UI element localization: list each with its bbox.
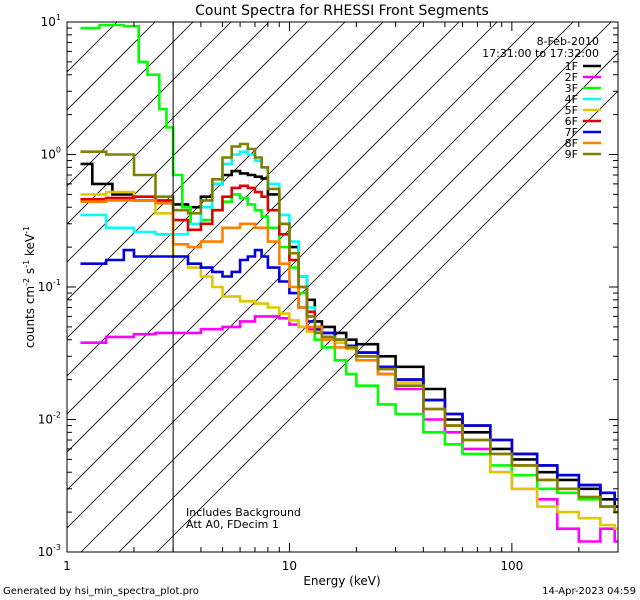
x-axis-ticks: 1 10 100 bbox=[63, 22, 619, 573]
series-9f bbox=[80, 142, 618, 514]
y-tick-label: 10-3 bbox=[38, 543, 61, 559]
hatch-line bbox=[80, 22, 612, 552]
legend-label-8f: 8F bbox=[565, 137, 578, 150]
hatch-line bbox=[67, 22, 536, 491]
hatch-line bbox=[67, 22, 346, 301]
hatch-line bbox=[67, 22, 308, 263]
series-3f bbox=[80, 23, 618, 514]
y-axis-label: counts cm-2 s-1 keV-1 bbox=[22, 226, 37, 348]
chart-title: Count Spectra for RHESSI Front Segments bbox=[195, 3, 489, 19]
y-tick-label: 10-1 bbox=[38, 278, 61, 294]
legend-label-7f: 7F bbox=[565, 126, 578, 139]
legend-date: 8-Feb-2010 bbox=[537, 35, 599, 48]
x-tick-label: 100 bbox=[500, 559, 523, 573]
hatch-line bbox=[118, 52, 618, 552]
legend: 8-Feb-2010 17:31:00 to 17:32:00 1F2F3F4F… bbox=[482, 35, 601, 161]
footer-generated-by: Generated by hsi_min_spectra_plot.pro bbox=[3, 586, 199, 597]
x-tick-label: 10 bbox=[282, 559, 297, 573]
y-tick-label: 100 bbox=[41, 146, 61, 162]
annotation-attenuator: Att A0, FDecim 1 bbox=[186, 518, 279, 531]
annotation-background: Includes Background bbox=[186, 506, 301, 519]
series-layer bbox=[80, 23, 618, 543]
legend-label-3f: 3F bbox=[565, 82, 578, 95]
hatch-line bbox=[67, 22, 194, 149]
plot-frame bbox=[66, 21, 619, 553]
legend-time-range: 17:31:00 to 17:32:00 bbox=[482, 47, 599, 60]
hatch-line bbox=[67, 22, 232, 187]
legend-label-9f: 9F bbox=[565, 148, 578, 161]
y-axis-ticks: 10-3 10-2 10-1 100 101 bbox=[38, 13, 618, 559]
hatch-line bbox=[67, 22, 270, 225]
series-6f bbox=[80, 184, 618, 501]
hatch-line bbox=[67, 22, 498, 453]
x-axis-label: Energy (keV) bbox=[303, 574, 380, 588]
hatch-line bbox=[67, 22, 460, 415]
hatch-line bbox=[67, 22, 422, 377]
footer-date: 14-Apr-2023 04:59 bbox=[542, 586, 636, 597]
y-tick-label: 101 bbox=[41, 13, 61, 29]
legend-label-2f: 2F bbox=[565, 71, 578, 84]
hatch-line bbox=[67, 22, 118, 73]
y-tick-label: 10-2 bbox=[38, 411, 61, 427]
legend-label-6f: 6F bbox=[565, 115, 578, 128]
legend-label-5f: 5F bbox=[565, 104, 578, 117]
hatch-line bbox=[67, 22, 384, 339]
legend-label-4f: 4F bbox=[565, 93, 578, 106]
legend-label-1f: 1F bbox=[565, 60, 578, 73]
x-tick-label: 1 bbox=[63, 559, 71, 573]
